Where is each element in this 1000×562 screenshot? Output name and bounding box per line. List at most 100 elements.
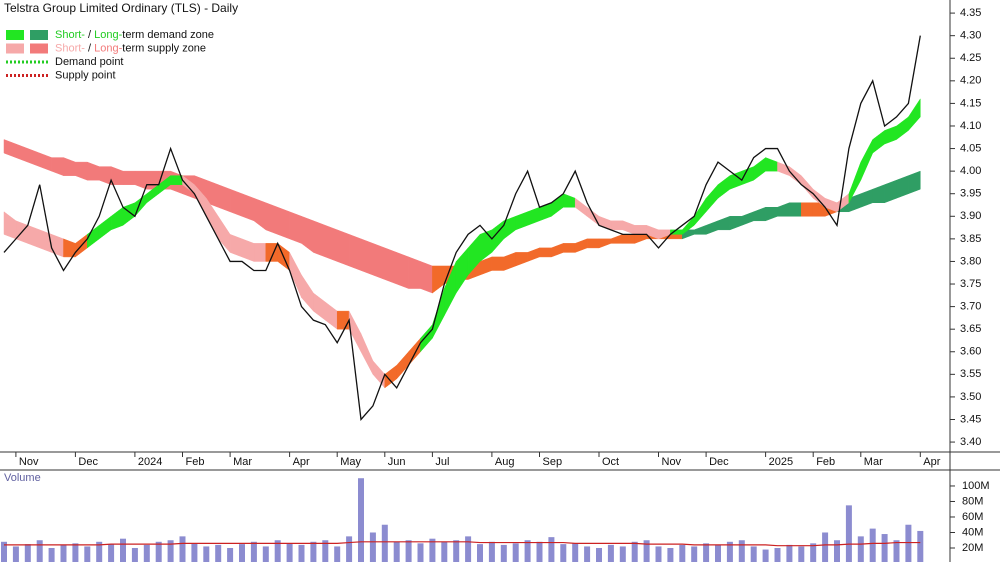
volume-bar [548, 537, 555, 562]
volume-bar [703, 543, 710, 562]
zone-band [539, 247, 552, 258]
zone-band [277, 206, 290, 240]
volume-bar [417, 543, 424, 562]
zone-band [360, 238, 374, 276]
volume-bar [869, 528, 876, 562]
x-tick-label: Feb [186, 456, 205, 468]
zone-band [325, 224, 338, 262]
legend-swatch [30, 30, 48, 40]
y-tick-label: 3.60 [960, 346, 981, 358]
volume-bar [524, 540, 531, 562]
volume-bar [726, 541, 733, 562]
y-tick-label: 40M [962, 526, 983, 538]
volume-bar [512, 543, 519, 562]
volume-bar [131, 547, 138, 562]
zone-band [801, 202, 814, 217]
volume-bar [381, 524, 388, 562]
zone-band [789, 202, 802, 217]
zone-band [336, 229, 350, 267]
volume-bar [84, 546, 91, 562]
volume-bar [596, 547, 602, 562]
legend-text: Long- [94, 42, 122, 54]
y-tick-label: 4.10 [960, 120, 981, 132]
y-tick-label: 100M [962, 480, 990, 492]
volume-bar [810, 543, 817, 562]
volume-bar [250, 541, 257, 562]
x-tick-label: Apr [293, 456, 310, 468]
legend-text: Demand point [55, 56, 124, 68]
volume-bar [24, 544, 31, 562]
zone-band [563, 243, 576, 253]
x-tick-label: Jun [388, 456, 406, 468]
volume-bar [500, 544, 507, 562]
zone-band [229, 188, 243, 217]
volume-bar [679, 544, 686, 562]
y-tick-label: 4.20 [960, 75, 981, 87]
volume-bar [274, 540, 281, 562]
volume-bar [560, 544, 567, 562]
zone-band [908, 170, 921, 195]
volume-bar [96, 541, 103, 562]
x-tick-label: Mar [864, 456, 883, 468]
volume-average [4, 541, 921, 547]
price-line [3, 35, 921, 422]
volume-bar [893, 540, 900, 562]
zone-band [241, 193, 255, 222]
zone-band [253, 243, 267, 262]
volume-bar [179, 536, 186, 562]
y-tick-label: 4.25 [960, 52, 981, 64]
volume-bar [786, 544, 793, 562]
legend-text: term demand zone [122, 29, 214, 41]
volume-bar [72, 543, 79, 562]
volume-title: Volume [4, 472, 41, 484]
legend-swatch [6, 30, 24, 40]
volume-bar [120, 538, 126, 562]
volume-bar [738, 540, 745, 562]
legend-label: Supply point [55, 69, 116, 81]
volume-bar [845, 505, 852, 562]
x-tick-label: Apr [923, 456, 940, 468]
volume-bar [441, 541, 448, 562]
volume-bar [167, 540, 174, 562]
zone-band [586, 238, 600, 249]
volume-bar [572, 543, 579, 562]
volume-bar [203, 546, 210, 562]
y-tick-label: 3.80 [960, 255, 981, 267]
zone-band [610, 220, 624, 231]
volume-bar [905, 524, 912, 562]
volume-bar [834, 540, 840, 562]
chart-title: Telstra Group Limited Ordinary (TLS) - D… [4, 1, 238, 15]
volume-bar [12, 546, 19, 562]
legend-text: Long- [94, 29, 122, 41]
volume-bar [239, 544, 245, 562]
legend-label: Short- / Long-term demand zone [55, 29, 214, 41]
volume-bar [227, 547, 234, 562]
x-tick-label: Nov [662, 456, 682, 468]
volume-bar [453, 540, 460, 562]
y-tick-label: 3.40 [960, 436, 981, 448]
zone-band [408, 256, 421, 289]
zone-band [396, 252, 409, 289]
x-tick-label: May [340, 456, 361, 468]
x-tick-label: Dec [709, 456, 729, 468]
y-tick-label: 20M [962, 542, 983, 554]
volume-bar [643, 540, 650, 562]
volume-bar [405, 540, 412, 562]
x-tick-label: Nov [19, 456, 39, 468]
volume-bar [631, 541, 638, 562]
y-tick-label: 3.70 [960, 301, 981, 313]
volume-bar [881, 534, 888, 562]
volume-bar [298, 544, 305, 562]
volume-bar [108, 544, 115, 562]
volume-bar [346, 536, 353, 562]
volume-bar [358, 478, 364, 562]
y-tick-label: 4.15 [960, 97, 981, 109]
legend-text: Supply point [55, 69, 116, 81]
volume-bar [191, 543, 198, 562]
volume-bar [607, 544, 614, 562]
zone-band [420, 261, 433, 294]
y-tick-label: 3.55 [960, 368, 981, 380]
zone-band [622, 234, 635, 244]
volume-bar [262, 546, 269, 562]
